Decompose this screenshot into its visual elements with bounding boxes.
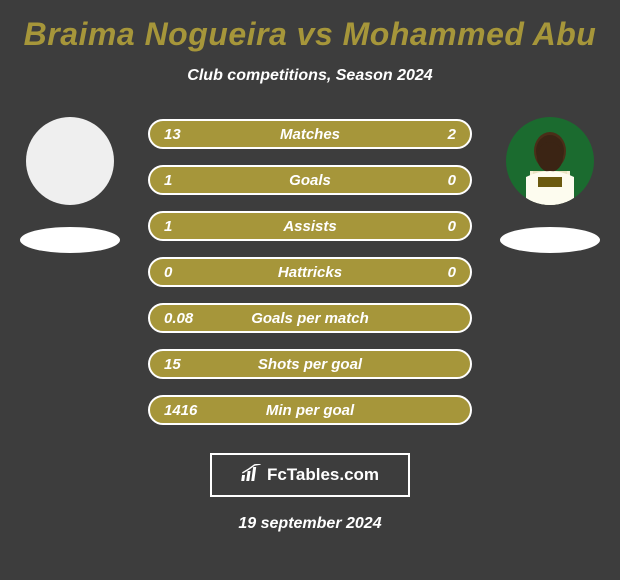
stat-label: Min per goal bbox=[150, 402, 470, 419]
stat-bar: 0.08Goals per match bbox=[148, 303, 472, 333]
player-right-avatar bbox=[506, 117, 594, 205]
chart-icon bbox=[239, 464, 262, 487]
stat-bar: 1416Min per goal bbox=[148, 395, 472, 425]
stat-bar: 1Goals0 bbox=[148, 165, 472, 195]
stat-left-value: 13 bbox=[164, 126, 181, 143]
stat-right-value: 0 bbox=[448, 264, 456, 281]
page-title: Braima Nogueira vs Mohammed Abu bbox=[10, 16, 610, 53]
player-left-avatar bbox=[26, 117, 114, 205]
stat-left-value: 1 bbox=[164, 218, 172, 235]
stat-label: Goals bbox=[150, 172, 470, 189]
fctables-logo[interactable]: FcTables.com bbox=[210, 453, 410, 497]
stat-label: Goals per match bbox=[150, 310, 470, 327]
title-player2: Mohammed Abu bbox=[343, 16, 597, 52]
title-vs: vs bbox=[297, 16, 334, 52]
stat-label: Matches bbox=[150, 126, 470, 143]
player-left-name-ellipse bbox=[20, 227, 120, 253]
stat-bar: 15Shots per goal bbox=[148, 349, 472, 379]
stat-label: Assists bbox=[150, 218, 470, 235]
stat-left-value: 1 bbox=[164, 172, 172, 189]
stat-right-value: 0 bbox=[448, 172, 456, 189]
subtitle: Club competitions, Season 2024 bbox=[10, 67, 610, 85]
logo-text: FcTables.com bbox=[267, 465, 379, 485]
title-player1: Braima Nogueira bbox=[24, 16, 288, 52]
stat-left-value: 0 bbox=[164, 264, 172, 281]
date-text: 19 september 2024 bbox=[10, 515, 610, 533]
stat-left-value: 1416 bbox=[164, 402, 197, 419]
player-right-photo-icon bbox=[506, 117, 594, 205]
stat-bars: 13Matches21Goals01Assists00Hattricks00.0… bbox=[148, 119, 472, 441]
stat-bar: 0Hattricks0 bbox=[148, 257, 472, 287]
player-right-name-ellipse bbox=[500, 227, 600, 253]
player-right-side bbox=[490, 111, 610, 253]
stat-left-value: 15 bbox=[164, 356, 181, 373]
stat-label: Shots per goal bbox=[150, 356, 470, 373]
comparison-card: Braima Nogueira vs Mohammed Abu Club com… bbox=[0, 0, 620, 580]
stat-right-value: 2 bbox=[448, 126, 456, 143]
stat-bar: 1Assists0 bbox=[148, 211, 472, 241]
comparison-content: 13Matches21Goals01Assists00Hattricks00.0… bbox=[10, 111, 610, 431]
stat-label: Hattricks bbox=[150, 264, 470, 281]
stat-bar: 13Matches2 bbox=[148, 119, 472, 149]
stat-left-value: 0.08 bbox=[164, 310, 193, 327]
player-left-side bbox=[10, 111, 130, 253]
stat-right-value: 0 bbox=[448, 218, 456, 235]
